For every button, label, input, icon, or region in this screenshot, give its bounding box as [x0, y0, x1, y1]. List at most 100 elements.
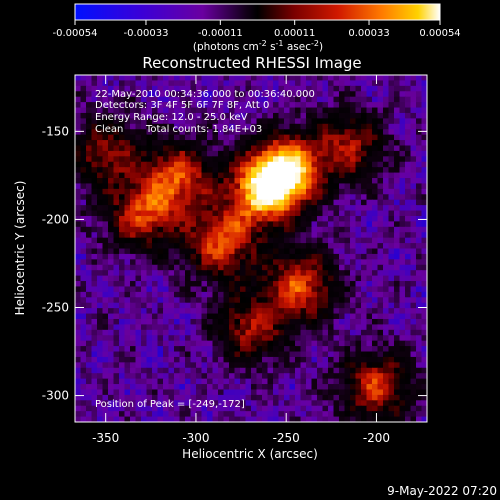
heatmap-cell	[229, 373, 236, 380]
heatmap-cell	[179, 389, 186, 396]
heatmap-cell	[207, 373, 214, 380]
heatmap-cell	[152, 107, 159, 114]
heatmap-cell	[284, 318, 291, 325]
heatmap-cell	[366, 351, 373, 358]
heatmap-cell	[146, 205, 153, 212]
heatmap-cell	[185, 351, 192, 358]
heatmap-cell	[234, 85, 241, 92]
heatmap-cell	[317, 335, 324, 342]
heatmap-cell	[163, 373, 170, 380]
heatmap-cell	[300, 150, 307, 157]
heatmap-cell	[399, 400, 406, 407]
heatmap-cell	[207, 356, 214, 363]
heatmap-cell	[273, 356, 280, 363]
heatmap-cell	[234, 102, 241, 109]
heatmap-cell	[388, 308, 395, 315]
heatmap-cell	[344, 172, 351, 179]
heatmap-cell	[421, 91, 427, 98]
heatmap-cell	[152, 112, 159, 119]
heatmap-cell	[339, 389, 346, 396]
heatmap-cell	[267, 150, 274, 157]
heatmap-cell	[201, 243, 208, 250]
heatmap-cell	[135, 102, 142, 109]
heatmap-cell	[421, 324, 427, 331]
heatmap-cell	[361, 270, 368, 277]
heatmap-cell	[229, 215, 236, 222]
heatmap-cell	[372, 134, 379, 141]
heatmap-cell	[174, 302, 181, 309]
heatmap-cell	[119, 172, 126, 179]
heatmap-cell	[179, 221, 186, 228]
heatmap-cell	[201, 270, 208, 277]
heatmap-cell	[350, 156, 357, 163]
heatmap-cell	[399, 253, 406, 260]
heatmap-cell	[152, 291, 159, 298]
heatmap-cell	[361, 411, 368, 418]
heatmap-cell	[388, 161, 395, 168]
heatmap-cell	[97, 416, 104, 422]
heatmap-cell	[344, 291, 351, 298]
heatmap-cell	[201, 416, 208, 422]
heatmap-cell	[218, 199, 225, 206]
heatmap-cell	[113, 297, 120, 304]
heatmap-cell	[256, 389, 263, 396]
heatmap-cell	[344, 302, 351, 309]
heatmap-cell	[383, 161, 390, 168]
heatmap-cell	[322, 194, 329, 201]
heatmap-cell	[333, 335, 340, 342]
heatmap-cell	[306, 167, 313, 174]
heatmap-cell	[223, 302, 230, 309]
heatmap-cell	[174, 275, 181, 282]
heatmap-cell	[91, 145, 98, 152]
heatmap-cell	[240, 156, 247, 163]
heatmap-cell	[366, 405, 373, 412]
heatmap-cell	[289, 394, 296, 401]
colorbar-tick-label: 0.00011	[274, 28, 315, 39]
heatmap-cell	[383, 183, 390, 190]
heatmap-cell	[273, 405, 280, 412]
heatmap-cell	[91, 118, 98, 125]
heatmap-cell	[256, 237, 263, 244]
heatmap-cell	[75, 400, 82, 407]
heatmap-cell	[388, 194, 395, 201]
heatmap-cell	[300, 91, 307, 98]
heatmap-cell	[86, 394, 93, 401]
heatmap-cell	[113, 161, 120, 168]
heatmap-cell	[317, 205, 324, 212]
heatmap-cell	[108, 123, 115, 130]
heatmap-cell	[388, 243, 395, 250]
heatmap-cell	[372, 194, 379, 201]
heatmap-cell	[284, 302, 291, 309]
heatmap-cell	[212, 129, 219, 136]
heatmap-cell	[317, 416, 324, 422]
heatmap-cell	[75, 286, 82, 293]
heatmap-cell	[179, 329, 186, 336]
heatmap-cell	[394, 373, 401, 380]
heatmap-cell	[196, 259, 203, 266]
heatmap-cell	[306, 221, 313, 228]
heatmap-cell	[174, 188, 181, 195]
heatmap-cell	[366, 275, 373, 282]
heatmap-cell	[97, 215, 104, 222]
heatmap-cell	[251, 150, 258, 157]
heatmap-cell	[245, 411, 252, 418]
heatmap-cell	[80, 259, 87, 266]
heatmap-cell	[410, 210, 417, 217]
heatmap-cell	[212, 134, 219, 141]
heatmap-cell	[344, 91, 351, 98]
heatmap-cell	[91, 210, 98, 217]
heatmap-cell	[273, 167, 280, 174]
heatmap-cell	[234, 335, 241, 342]
heatmap-cell	[311, 107, 318, 114]
heatmap-cell	[218, 134, 225, 141]
heatmap-cell	[108, 75, 115, 82]
heatmap-cell	[328, 416, 335, 422]
heatmap-cell	[245, 416, 252, 422]
heatmap-cell	[163, 416, 170, 422]
heatmap-cell	[267, 80, 274, 87]
heatmap-cell	[333, 313, 340, 320]
heatmap-cell	[278, 270, 285, 277]
heatmap-cell	[201, 140, 208, 147]
heatmap-cell	[377, 107, 384, 114]
heatmap-cell	[350, 378, 357, 385]
